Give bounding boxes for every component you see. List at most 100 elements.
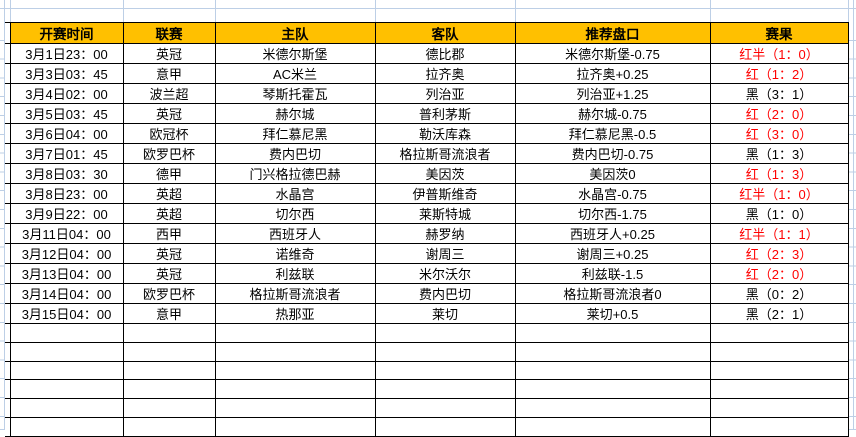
cell-time[interactable]: 3月8日03：30 bbox=[9, 163, 124, 184]
empty-cell[interactable] bbox=[514, 323, 711, 343]
empty-cell[interactable] bbox=[709, 360, 849, 381]
cell-home-team[interactable]: 水晶宫 bbox=[214, 183, 376, 204]
cell-away-team[interactable]: 伊普斯维奇 bbox=[374, 183, 516, 204]
cell-league[interactable]: 英冠 bbox=[122, 263, 216, 284]
cell-time[interactable]: 3月6日04：00 bbox=[9, 123, 124, 144]
cell-away-team[interactable]: 费内巴切 bbox=[374, 283, 516, 304]
cell-result[interactable]: 黑（2：1） bbox=[709, 303, 849, 324]
cell-handicap[interactable]: 费内巴切-0.75 bbox=[514, 143, 711, 164]
cell-handicap[interactable]: 列治亚+1.25 bbox=[514, 83, 711, 104]
cell-handicap[interactable]: 米德尔斯堡-0.75 bbox=[514, 43, 711, 64]
header-cell-result[interactable]: 赛果 bbox=[709, 22, 849, 44]
cell-handicap[interactable]: 拉齐奥+0.25 bbox=[514, 63, 711, 84]
cell-away-team[interactable]: 莱斯特城 bbox=[374, 203, 516, 224]
empty-cell[interactable] bbox=[9, 416, 124, 437]
cell-home-team[interactable]: 米德尔斯堡 bbox=[214, 43, 376, 64]
cell-result[interactable]: 红（1：2） bbox=[709, 63, 849, 84]
cell-time[interactable]: 3月8日23：00 bbox=[9, 183, 124, 204]
cell-away-team[interactable]: 莱切 bbox=[374, 303, 516, 324]
empty-cell[interactable] bbox=[9, 323, 124, 343]
empty-cell[interactable] bbox=[514, 379, 711, 400]
cell-time[interactable]: 3月3日03：45 bbox=[9, 63, 124, 84]
cell-result[interactable]: 红半（1：1） bbox=[709, 223, 849, 244]
header-cell-away-team[interactable]: 客队 bbox=[374, 22, 516, 44]
empty-cell[interactable] bbox=[374, 323, 516, 343]
empty-cell[interactable] bbox=[214, 323, 376, 343]
empty-cell[interactable] bbox=[214, 360, 376, 381]
empty-cell[interactable] bbox=[374, 341, 516, 362]
cell-time[interactable]: 3月11日04：00 bbox=[9, 223, 124, 244]
cell-time[interactable]: 3月4日02：00 bbox=[9, 83, 124, 104]
cell-away-team[interactable]: 格拉斯哥流浪者 bbox=[374, 143, 516, 164]
empty-cell[interactable] bbox=[709, 341, 849, 362]
cell-league[interactable]: 英冠 bbox=[122, 243, 216, 264]
cell-league[interactable]: 欧冠杯 bbox=[122, 123, 216, 144]
cell-away-team[interactable]: 德比郡 bbox=[374, 43, 516, 64]
empty-cell[interactable] bbox=[514, 360, 711, 381]
cell-result[interactable]: 红（2：0） bbox=[709, 103, 849, 124]
cell-handicap[interactable]: 赫尔城-0.75 bbox=[514, 103, 711, 124]
cell-home-team[interactable]: 赫尔城 bbox=[214, 103, 376, 124]
cell-home-team[interactable]: 门兴格拉德巴赫 bbox=[214, 163, 376, 184]
empty-cell[interactable] bbox=[122, 379, 216, 400]
cell-handicap[interactable]: 水晶宫-0.75 bbox=[514, 183, 711, 204]
cell-result[interactable]: 红（3：0） bbox=[709, 123, 849, 144]
empty-cell[interactable] bbox=[122, 323, 216, 343]
empty-cell[interactable] bbox=[122, 360, 216, 381]
cell-league[interactable]: 德甲 bbox=[122, 163, 216, 184]
cell-result[interactable]: 红半（1：0） bbox=[709, 43, 849, 64]
cell-result[interactable]: 红半（1：0） bbox=[709, 183, 849, 204]
header-cell-league[interactable]: 联赛 bbox=[122, 22, 216, 44]
header-cell-time[interactable]: 开赛时间 bbox=[9, 22, 124, 44]
cell-home-team[interactable]: 琴斯托霍瓦 bbox=[214, 83, 376, 104]
cell-handicap[interactable]: 切尔西-1.75 bbox=[514, 203, 711, 224]
cell-handicap[interactable]: 格拉斯哥流浪者0 bbox=[514, 283, 711, 304]
empty-cell[interactable] bbox=[514, 398, 711, 418]
cell-result[interactable]: 黑（1：3） bbox=[709, 143, 849, 164]
header-cell-home-team[interactable]: 主队 bbox=[214, 22, 376, 44]
cell-home-team[interactable]: 热那亚 bbox=[214, 303, 376, 324]
cell-time[interactable]: 3月14日04：00 bbox=[9, 283, 124, 304]
cell-home-team[interactable]: 格拉斯哥流浪者 bbox=[214, 283, 376, 304]
cell-home-team[interactable]: 利兹联 bbox=[214, 263, 376, 284]
cell-league[interactable]: 意甲 bbox=[122, 63, 216, 84]
cell-league[interactable]: 欧罗巴杯 bbox=[122, 143, 216, 164]
cell-league[interactable]: 欧罗巴杯 bbox=[122, 283, 216, 304]
cell-league[interactable]: 英超 bbox=[122, 183, 216, 204]
empty-cell[interactable] bbox=[709, 323, 849, 343]
cell-home-team[interactable]: AC米兰 bbox=[214, 63, 376, 84]
cell-league[interactable]: 波兰超 bbox=[122, 83, 216, 104]
cell-home-team[interactable]: 拜仁慕尼黑 bbox=[214, 123, 376, 144]
cell-league[interactable]: 英冠 bbox=[122, 103, 216, 124]
cell-result[interactable]: 红（2：3） bbox=[709, 243, 849, 264]
cell-time[interactable]: 3月5日03：45 bbox=[9, 103, 124, 124]
cell-away-team[interactable]: 普利茅斯 bbox=[374, 103, 516, 124]
cell-result[interactable]: 黑（1：0） bbox=[709, 203, 849, 224]
cell-league[interactable]: 意甲 bbox=[122, 303, 216, 324]
empty-cell[interactable] bbox=[374, 398, 516, 418]
empty-cell[interactable] bbox=[9, 398, 124, 418]
cell-home-team[interactable]: 西班牙人 bbox=[214, 223, 376, 244]
cell-league[interactable]: 英冠 bbox=[122, 43, 216, 64]
cell-away-team[interactable]: 勒沃库森 bbox=[374, 123, 516, 144]
cell-result[interactable]: 黑（0：2） bbox=[709, 283, 849, 304]
empty-cell[interactable] bbox=[709, 416, 849, 437]
cell-handicap[interactable]: 谢周三+0.25 bbox=[514, 243, 711, 264]
empty-cell[interactable] bbox=[122, 416, 216, 437]
empty-cell[interactable] bbox=[214, 379, 376, 400]
cell-away-team[interactable]: 米尔沃尔 bbox=[374, 263, 516, 284]
cell-handicap[interactable]: 莱切+0.5 bbox=[514, 303, 711, 324]
cell-league[interactable]: 西甲 bbox=[122, 223, 216, 244]
cell-result[interactable]: 红（2：0） bbox=[709, 263, 849, 284]
empty-cell[interactable] bbox=[214, 341, 376, 362]
cell-time[interactable]: 3月7日01：45 bbox=[9, 143, 124, 164]
cell-time[interactable]: 3月13日04：00 bbox=[9, 263, 124, 284]
cell-away-team[interactable]: 美因茨 bbox=[374, 163, 516, 184]
empty-cell[interactable] bbox=[374, 379, 516, 400]
empty-cell[interactable] bbox=[374, 416, 516, 437]
cell-home-team[interactable]: 切尔西 bbox=[214, 203, 376, 224]
empty-cell[interactable] bbox=[122, 398, 216, 418]
cell-away-team[interactable]: 谢周三 bbox=[374, 243, 516, 264]
empty-cell[interactable] bbox=[214, 398, 376, 418]
empty-cell[interactable] bbox=[122, 341, 216, 362]
